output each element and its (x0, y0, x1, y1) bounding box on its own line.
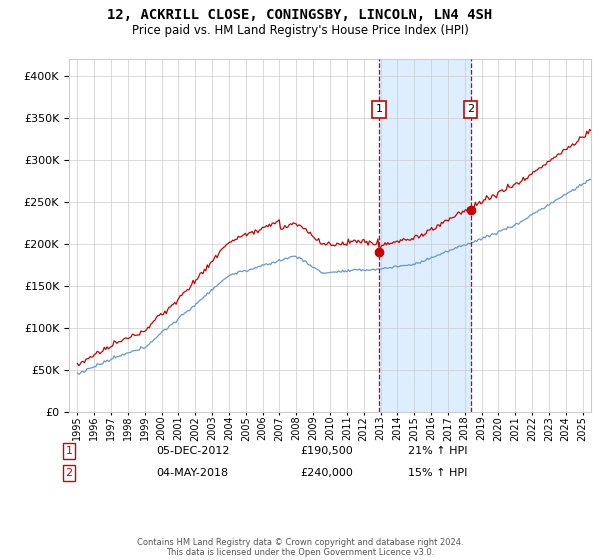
Text: 2: 2 (467, 104, 474, 114)
Text: £190,500: £190,500 (300, 446, 353, 456)
Text: Price paid vs. HM Land Registry's House Price Index (HPI): Price paid vs. HM Land Registry's House … (131, 24, 469, 36)
Text: 1: 1 (65, 446, 73, 456)
Text: Contains HM Land Registry data © Crown copyright and database right 2024.
This d: Contains HM Land Registry data © Crown c… (137, 538, 463, 557)
Text: 15% ↑ HPI: 15% ↑ HPI (408, 468, 467, 478)
Text: 21% ↑ HPI: 21% ↑ HPI (408, 446, 467, 456)
Text: 1: 1 (376, 104, 383, 114)
Bar (379, 59, 470, 412)
Text: 04-MAY-2018: 04-MAY-2018 (156, 468, 228, 478)
Text: 05-DEC-2012: 05-DEC-2012 (156, 446, 229, 456)
Text: £240,000: £240,000 (300, 468, 353, 478)
Text: 2: 2 (65, 468, 73, 478)
Text: 12, ACKRILL CLOSE, CONINGSBY, LINCOLN, LN4 4SH: 12, ACKRILL CLOSE, CONINGSBY, LINCOLN, L… (107, 8, 493, 22)
